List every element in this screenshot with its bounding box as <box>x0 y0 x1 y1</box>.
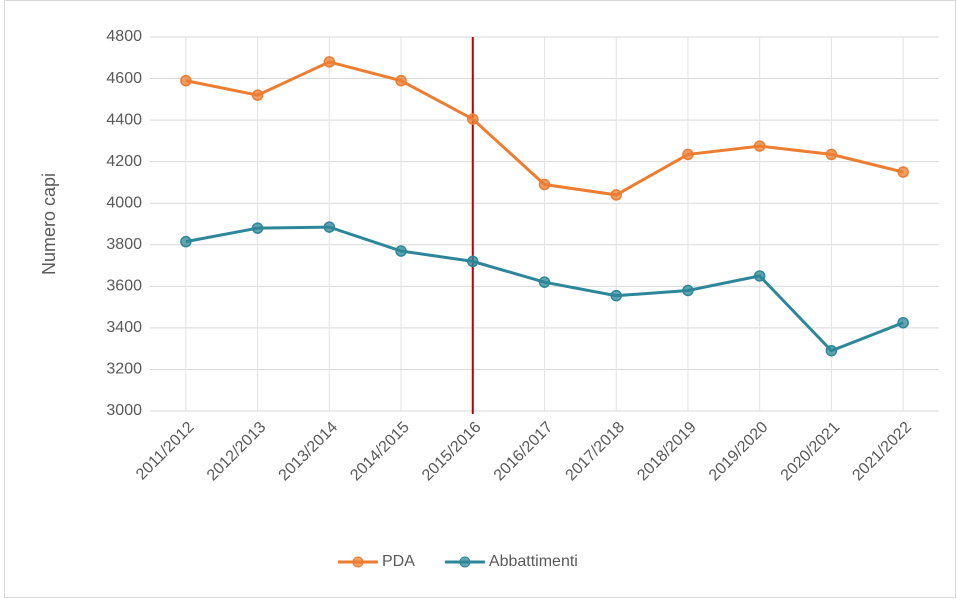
data-point <box>251 89 264 101</box>
data-point <box>323 56 336 68</box>
data-point <box>251 222 264 234</box>
y-tick-label: 3200 <box>106 361 142 378</box>
legend-marker <box>352 556 364 568</box>
data-point <box>825 344 838 357</box>
legend-label: Abbattimenti <box>489 553 578 570</box>
chart-frame <box>4 0 956 598</box>
legend-marker <box>459 556 471 568</box>
data-point <box>467 255 479 268</box>
data-point <box>180 74 192 87</box>
y-tick-label: 4800 <box>106 28 142 45</box>
y-tick-label: 4600 <box>106 70 142 87</box>
y-tick-label: 4200 <box>106 153 142 170</box>
y-axis-label: Numero capi <box>39 173 59 275</box>
data-point <box>538 178 551 191</box>
legend-label: PDA <box>382 553 415 570</box>
data-point <box>825 148 838 161</box>
y-tick-label: 3800 <box>106 236 142 253</box>
data-point <box>682 284 694 297</box>
data-point <box>897 316 909 329</box>
data-point <box>323 221 336 233</box>
data-point <box>897 166 909 178</box>
y-tick-label: 4400 <box>106 111 142 128</box>
data-point <box>395 74 407 87</box>
data-point <box>395 245 407 257</box>
y-tick-label: 4000 <box>106 194 142 211</box>
data-point <box>753 140 766 152</box>
data-point <box>180 235 192 248</box>
data-point <box>610 189 622 201</box>
data-point <box>467 113 479 125</box>
y-tick-label: 3000 <box>106 402 142 419</box>
y-tick-label: 3400 <box>106 319 142 336</box>
y-tick-label: 3600 <box>106 278 142 295</box>
data-point <box>753 270 766 282</box>
data-point <box>610 289 622 302</box>
data-point <box>538 276 551 288</box>
data-point <box>682 148 694 161</box>
